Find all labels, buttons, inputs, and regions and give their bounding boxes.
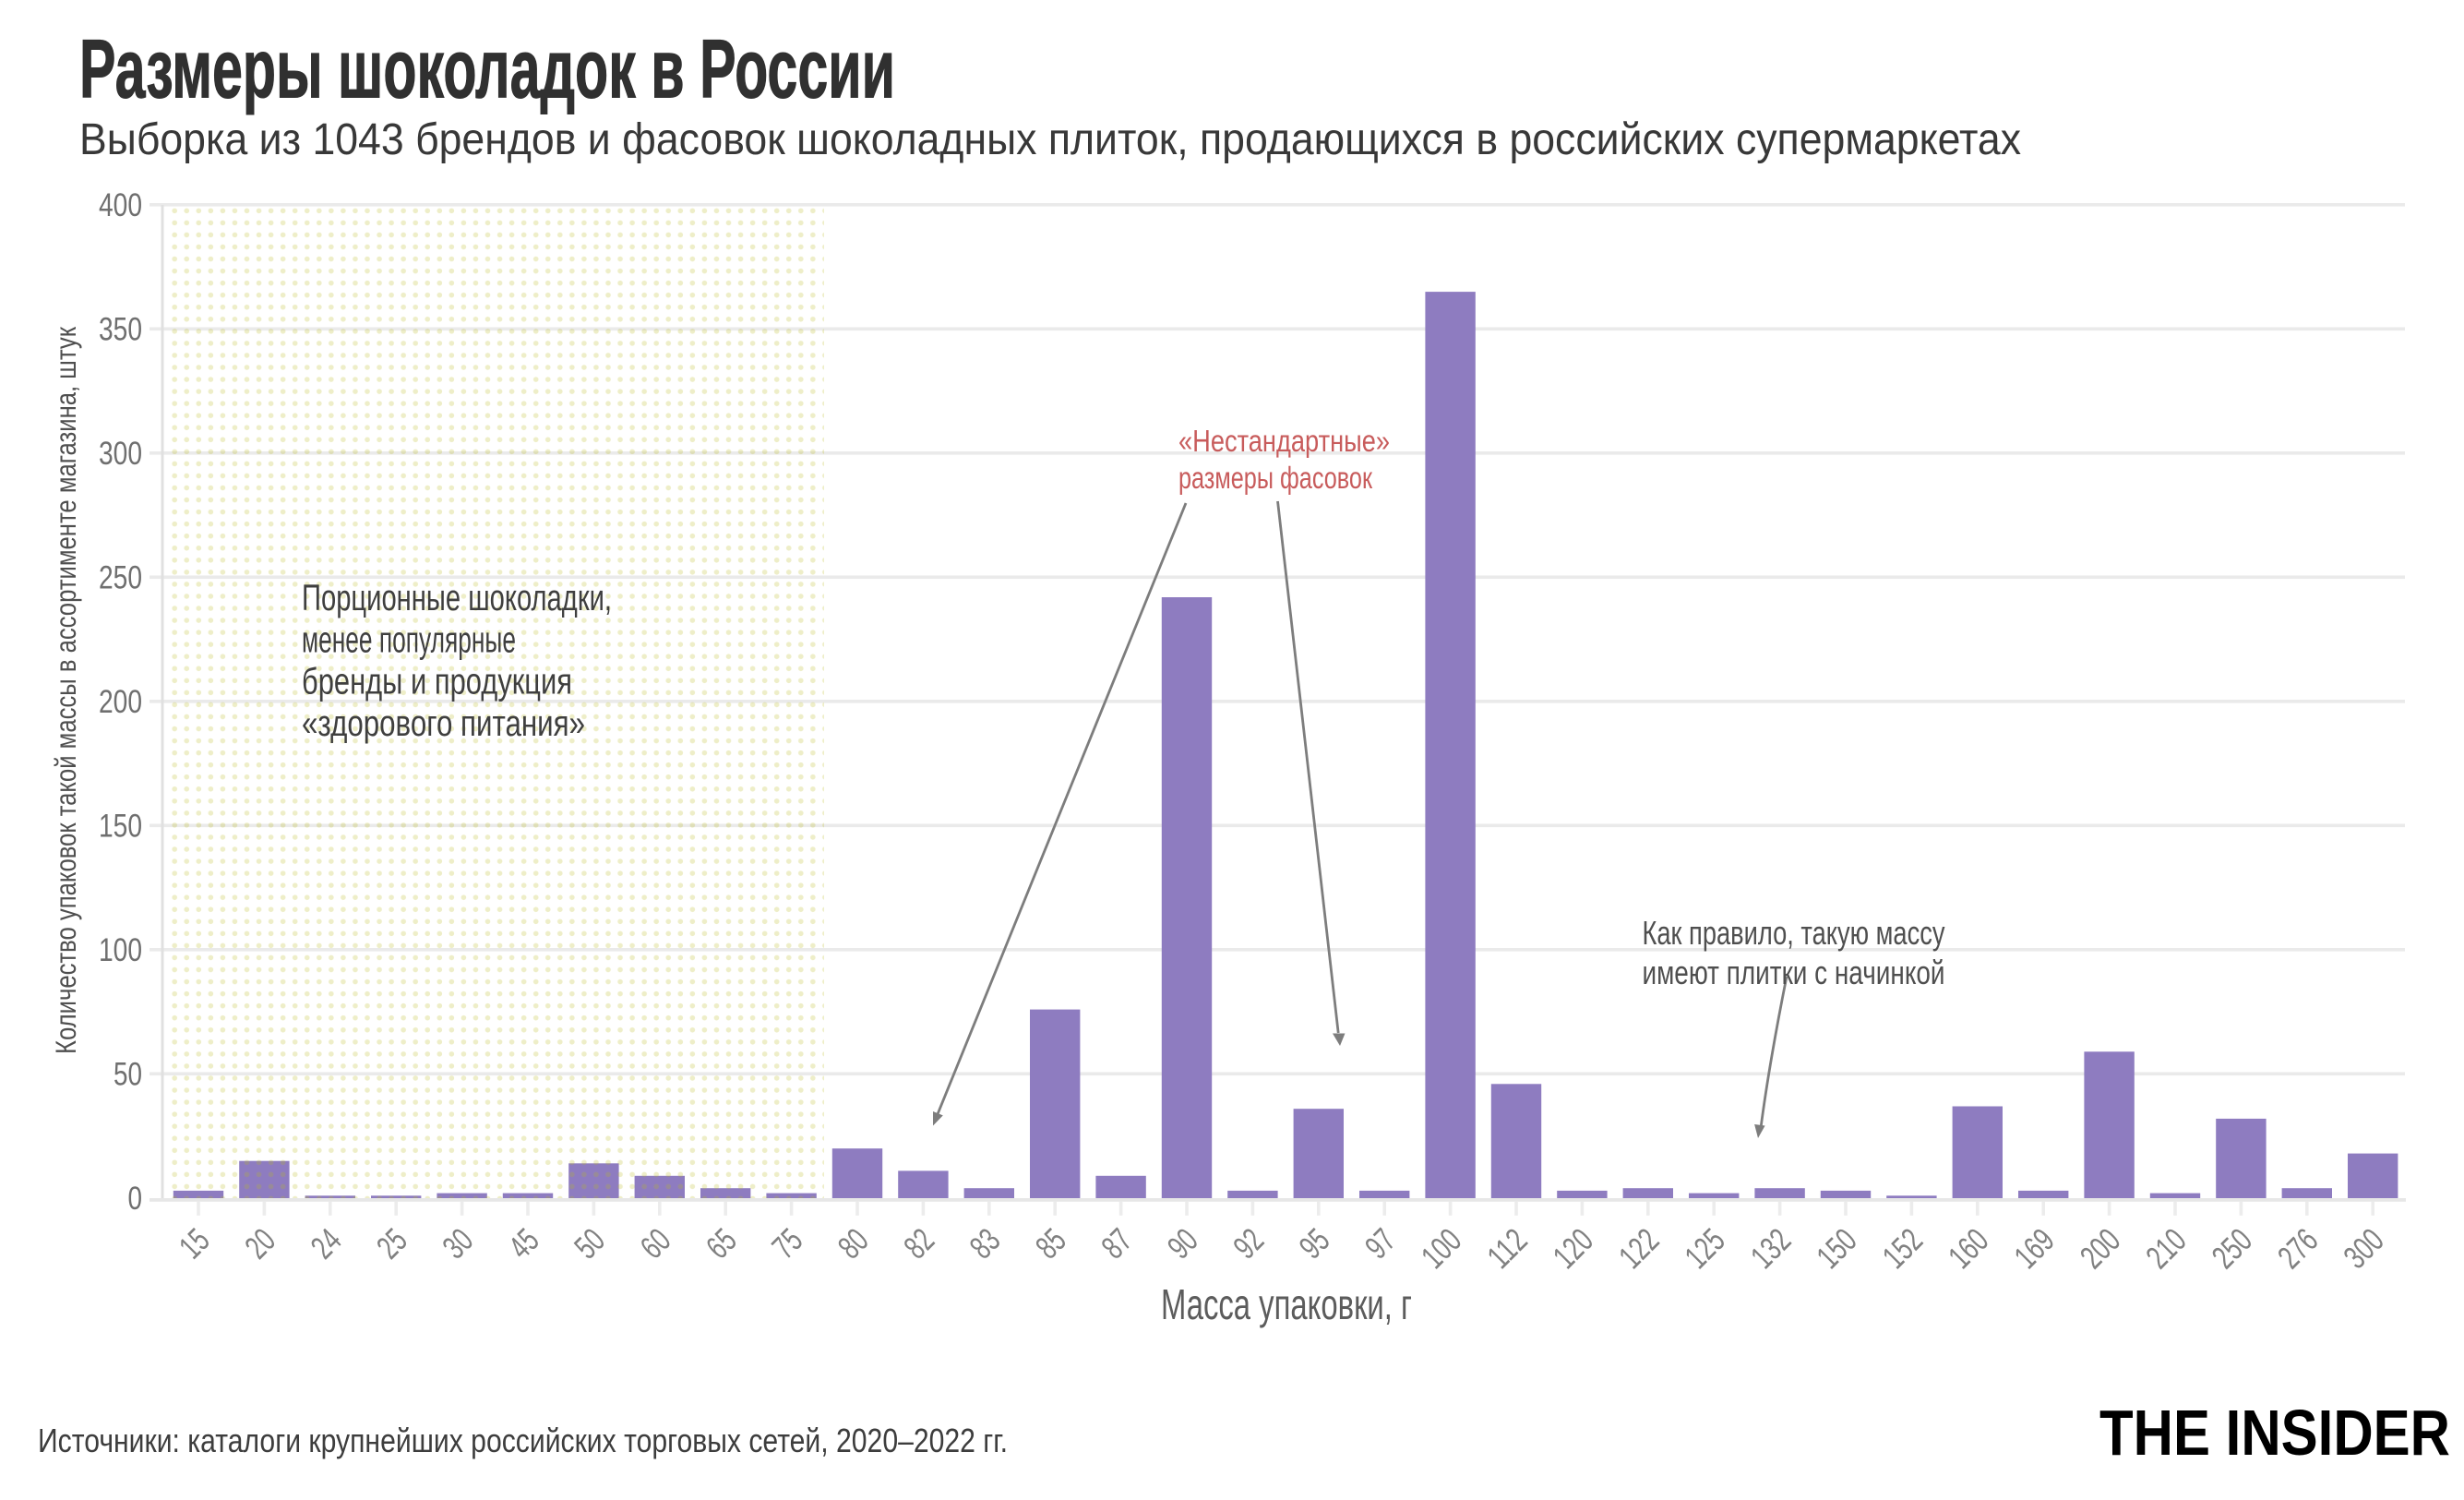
svg-text:300: 300	[99, 436, 142, 472]
svg-text:Выборка из 1043 брендов и фасо: Выборка из 1043 брендов и фасовок шокола…	[79, 115, 2021, 164]
svg-text:350: 350	[99, 312, 142, 348]
svg-text:200: 200	[99, 684, 142, 720]
svg-text:400: 400	[99, 187, 142, 223]
svg-text:Источники: каталоги крупнейших: Источники: каталоги крупнейших российски…	[38, 1422, 1008, 1459]
svg-text:50: 50	[114, 1057, 142, 1093]
svg-text:Как правило, такую массу: Как правило, такую массу	[1643, 914, 1945, 952]
svg-text:Порционные шоколадки,: Порционные шоколадки,	[302, 578, 612, 618]
svg-text:THE INSIDER: THE INSIDER	[2099, 1397, 2450, 1469]
svg-text:Масса упаковки, г: Масса упаковки, г	[1161, 1280, 1412, 1328]
svg-text:0: 0	[128, 1181, 143, 1217]
svg-text:имеют плитки с начинкой: имеют плитки с начинкой	[1643, 954, 1945, 991]
svg-text:Размеры шоколадок в России: Размеры шоколадок в России	[79, 24, 895, 116]
svg-text:Количество упаковок такой масс: Количество упаковок такой массы в ассорт…	[49, 327, 82, 1054]
svg-text:250: 250	[99, 560, 142, 596]
svg-text:«Нестандартные»: «Нестандартные»	[1178, 424, 1390, 458]
svg-text:менее популярные: менее популярные	[302, 619, 516, 660]
svg-text:«здорового питания»: «здорового питания»	[302, 703, 585, 744]
svg-text:бренды и продукция: бренды и продукция	[302, 662, 572, 702]
svg-text:150: 150	[99, 809, 142, 845]
svg-text:размеры фасовок: размеры фасовок	[1178, 461, 1372, 495]
svg-text:100: 100	[99, 932, 142, 968]
